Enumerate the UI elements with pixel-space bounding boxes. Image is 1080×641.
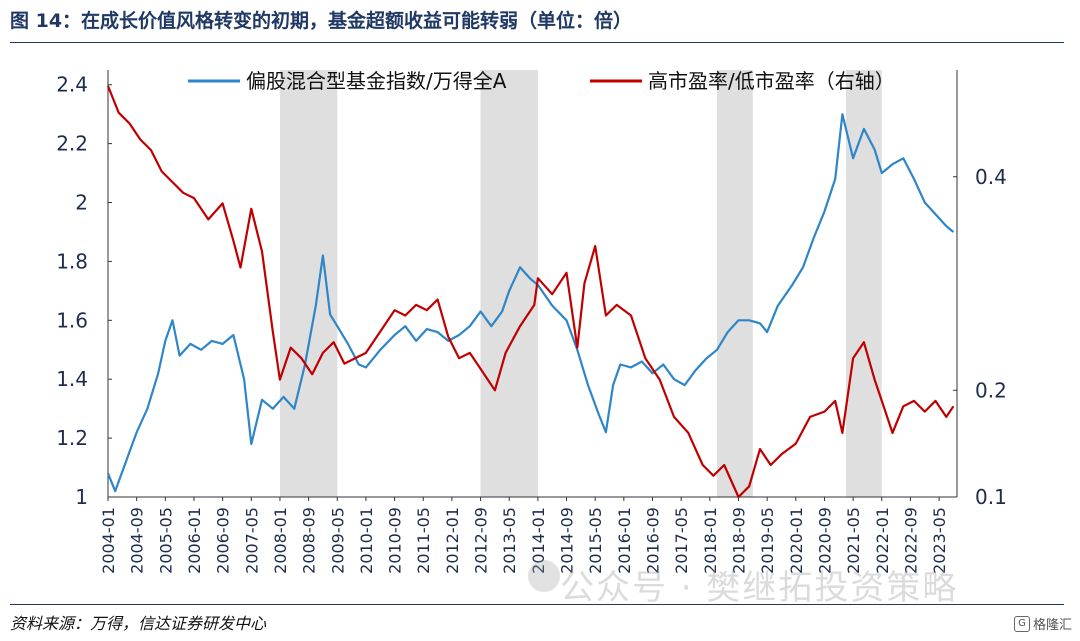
x-tick-label: 2008-09 (300, 507, 319, 574)
x-tick-label: 2015-05 (586, 507, 605, 574)
x-tick-label: 2012-09 (472, 507, 491, 574)
y-left-tick-label: 1.2 (56, 426, 88, 450)
x-tick-label: 2013-05 (500, 507, 519, 574)
x-tick-label: 2012-01 (443, 507, 462, 574)
x-tick-label: 2009-05 (328, 507, 347, 574)
y-left-tick-label: 1 (75, 485, 88, 509)
x-tick-label: 2014-09 (558, 507, 577, 574)
series-line-1 (106, 113, 955, 493)
figure-title: 图 14：在成长价值风格转变的初期，基金超额收益可能转弱（单位：倍） (10, 10, 633, 32)
x-tick-label: 2006-01 (185, 507, 204, 574)
watermark-text: 公众号 · 樊继拓投资策略 (560, 568, 959, 608)
shaded-period-2 (480, 70, 538, 497)
badge-icon: G (1013, 615, 1030, 632)
source-rule (10, 604, 1064, 605)
x-tick-label: 2021-05 (844, 507, 863, 574)
shaded-period-3 (716, 70, 753, 497)
x-tick-label: 2005-05 (156, 507, 175, 574)
x-tick-label: 2018-09 (729, 507, 748, 574)
x-tick-label: 2023-05 (930, 507, 949, 574)
y-right-tick-label: 0.2 (975, 378, 1007, 402)
y-left-tick-label: 1.8 (56, 249, 88, 273)
x-tick-label: 2008-01 (271, 507, 290, 574)
x-tick-label: 2018-01 (701, 507, 720, 574)
x-tick-label: 2017-05 (672, 507, 691, 574)
x-tick-label: 2004-09 (128, 507, 147, 574)
shaded-period-1 (279, 70, 338, 497)
source-note: 资料来源：万得，信达证券研发中心 (10, 614, 267, 633)
x-tick-label: 2016-09 (644, 507, 663, 574)
publisher-badge: G 格隆汇 (1013, 614, 1072, 633)
x-tick-label: 2006-09 (214, 507, 233, 574)
x-tick-label: 2011-05 (414, 507, 433, 574)
x-tick-label: 2022-09 (901, 507, 920, 574)
y-left-tick-label: 2 (75, 191, 88, 215)
x-tick-label: 2022-01 (873, 507, 892, 574)
shaded-period-4 (845, 70, 882, 497)
x-tick-label: 2010-09 (386, 507, 405, 574)
x-tick-label: 2007-05 (242, 507, 261, 574)
x-tick-label: 2010-01 (357, 507, 376, 574)
y-right-tick-label: 0.4 (975, 165, 1007, 189)
y-left-tick-label: 2.2 (56, 132, 88, 156)
legend-label-1: 偏股混合型基金指数/万得全A (246, 69, 507, 93)
x-tick-label: 2016-01 (615, 507, 634, 574)
y-left-tick-label: 2.4 (56, 73, 88, 97)
x-tick-label: 2020-09 (815, 507, 834, 574)
x-tick-label: 2004-01 (99, 507, 118, 574)
y-right-tick-label: 0.1 (975, 485, 1007, 509)
watermark-logo (528, 560, 560, 592)
badge-label: 格隆汇 (1032, 618, 1072, 633)
x-tick-label: 2020-01 (787, 507, 806, 574)
title-rule (10, 42, 1064, 43)
y-left-tick-label: 1.6 (56, 308, 88, 332)
x-tick-label: 2019-05 (758, 507, 777, 574)
x-tick-label: 2014-01 (529, 507, 548, 574)
legend-label-2: 高市盈率/低市盈率（右轴） (648, 69, 895, 93)
y-left-tick-label: 1.4 (56, 367, 88, 391)
series-line-2 (106, 85, 955, 499)
